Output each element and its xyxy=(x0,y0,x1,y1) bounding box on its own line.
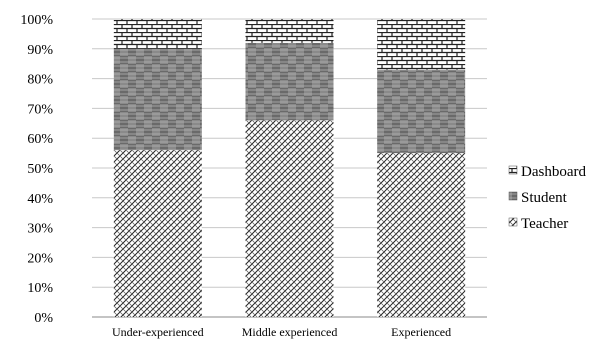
y-tick-label: 20% xyxy=(27,251,53,266)
bar-teacher-2 xyxy=(377,153,466,317)
y-tick-label: 40% xyxy=(27,192,53,207)
legend-swatch-student xyxy=(508,191,518,201)
legend-label-dashboard: Dashboard xyxy=(521,164,586,180)
legend-label-student: Student xyxy=(521,190,568,206)
legend-swatch-dashboard xyxy=(508,165,518,175)
y-tick-label: 70% xyxy=(27,102,53,117)
bars xyxy=(113,19,466,317)
y-tick-label: 80% xyxy=(27,73,53,88)
bar-teacher-0 xyxy=(113,150,202,317)
bar-dashboard-0 xyxy=(113,19,202,49)
y-tick-label: 50% xyxy=(27,162,53,177)
bar-dashboard-1 xyxy=(245,19,334,43)
x-category-label: Under-experienced xyxy=(112,325,204,339)
bar-student-2 xyxy=(377,69,466,154)
bar-student-0 xyxy=(113,48,202,151)
legend-label-teacher: Teacher xyxy=(521,216,568,232)
y-tick-label: 60% xyxy=(27,132,53,147)
legend: Dashboard Student Teacher xyxy=(508,164,586,232)
y-tick-label: 0% xyxy=(34,311,53,326)
x-category-label: Middle experienced xyxy=(242,325,338,339)
y-tick-label: 10% xyxy=(27,281,53,296)
x-axis-labels: Under-experienced Middle experienced Exper… xyxy=(112,325,451,339)
bar-teacher-1 xyxy=(245,120,334,317)
y-axis-ticks: 0% 10% 20% 30% 40% 50% 60% 70% 80% 90% 100% xyxy=(20,13,53,326)
y-tick-label: 30% xyxy=(27,222,53,237)
bar-student-1 xyxy=(245,42,334,121)
y-tick-label: 90% xyxy=(27,43,53,58)
x-category-label: Experienced xyxy=(391,325,451,339)
bar-dashboard-2 xyxy=(377,19,466,70)
legend-swatch-teacher xyxy=(508,217,518,227)
y-tick-label: 100% xyxy=(20,13,53,28)
